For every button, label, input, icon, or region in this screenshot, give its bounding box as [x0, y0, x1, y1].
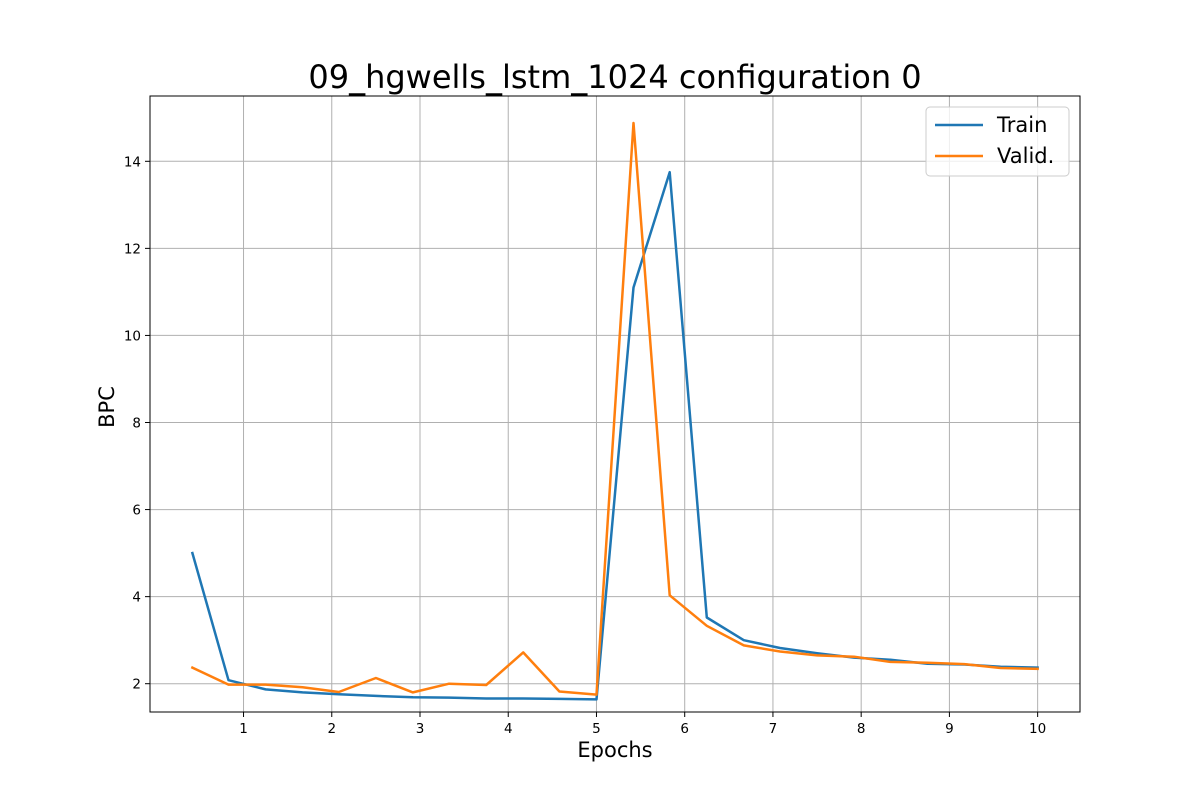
x-tick-label: 5: [592, 721, 601, 737]
x-tick-label: 1: [239, 721, 248, 737]
legend: Train Valid.: [925, 106, 1070, 177]
x-tick-label: 6: [680, 721, 689, 737]
series-layer: [190, 121, 1039, 701]
plot-frame: [149, 95, 1081, 713]
y-tick-label: 10: [124, 328, 141, 344]
legend-label-valid: Valid.: [997, 144, 1054, 168]
y-tick-label: 2: [132, 677, 141, 693]
y-tick-label: 6: [132, 503, 141, 519]
x-tick-label: 7: [769, 721, 778, 737]
x-axis-ticks: 1 2 3 4 5 6 7 8 9 10: [239, 712, 1046, 737]
y-tick-label: 14: [124, 154, 141, 170]
grid: [150, 96, 1080, 712]
x-tick-label: 2: [327, 721, 336, 737]
y-axis-ticks: 2 4 6 8 10 12 14: [124, 154, 150, 693]
y-tick-label: 12: [124, 241, 141, 257]
y-tick-label: 8: [132, 416, 141, 432]
x-axis-label: Epochs: [577, 738, 652, 762]
x-tick-label: 3: [416, 721, 425, 737]
x-tick-label: 4: [504, 721, 513, 737]
x-tick-label: 9: [945, 721, 954, 737]
y-axis-label: BPC: [95, 386, 119, 428]
series-line-valid: [190, 121, 1039, 696]
y-tick-label: 4: [132, 590, 141, 606]
x-tick-label: 10: [1029, 721, 1046, 737]
series-line-train: [190, 170, 1039, 701]
chart-title: 09_hgwells_lstm_1024 configuration 0: [308, 58, 921, 96]
legend-label-train: Train: [996, 113, 1047, 137]
x-tick-label: 8: [857, 721, 866, 737]
